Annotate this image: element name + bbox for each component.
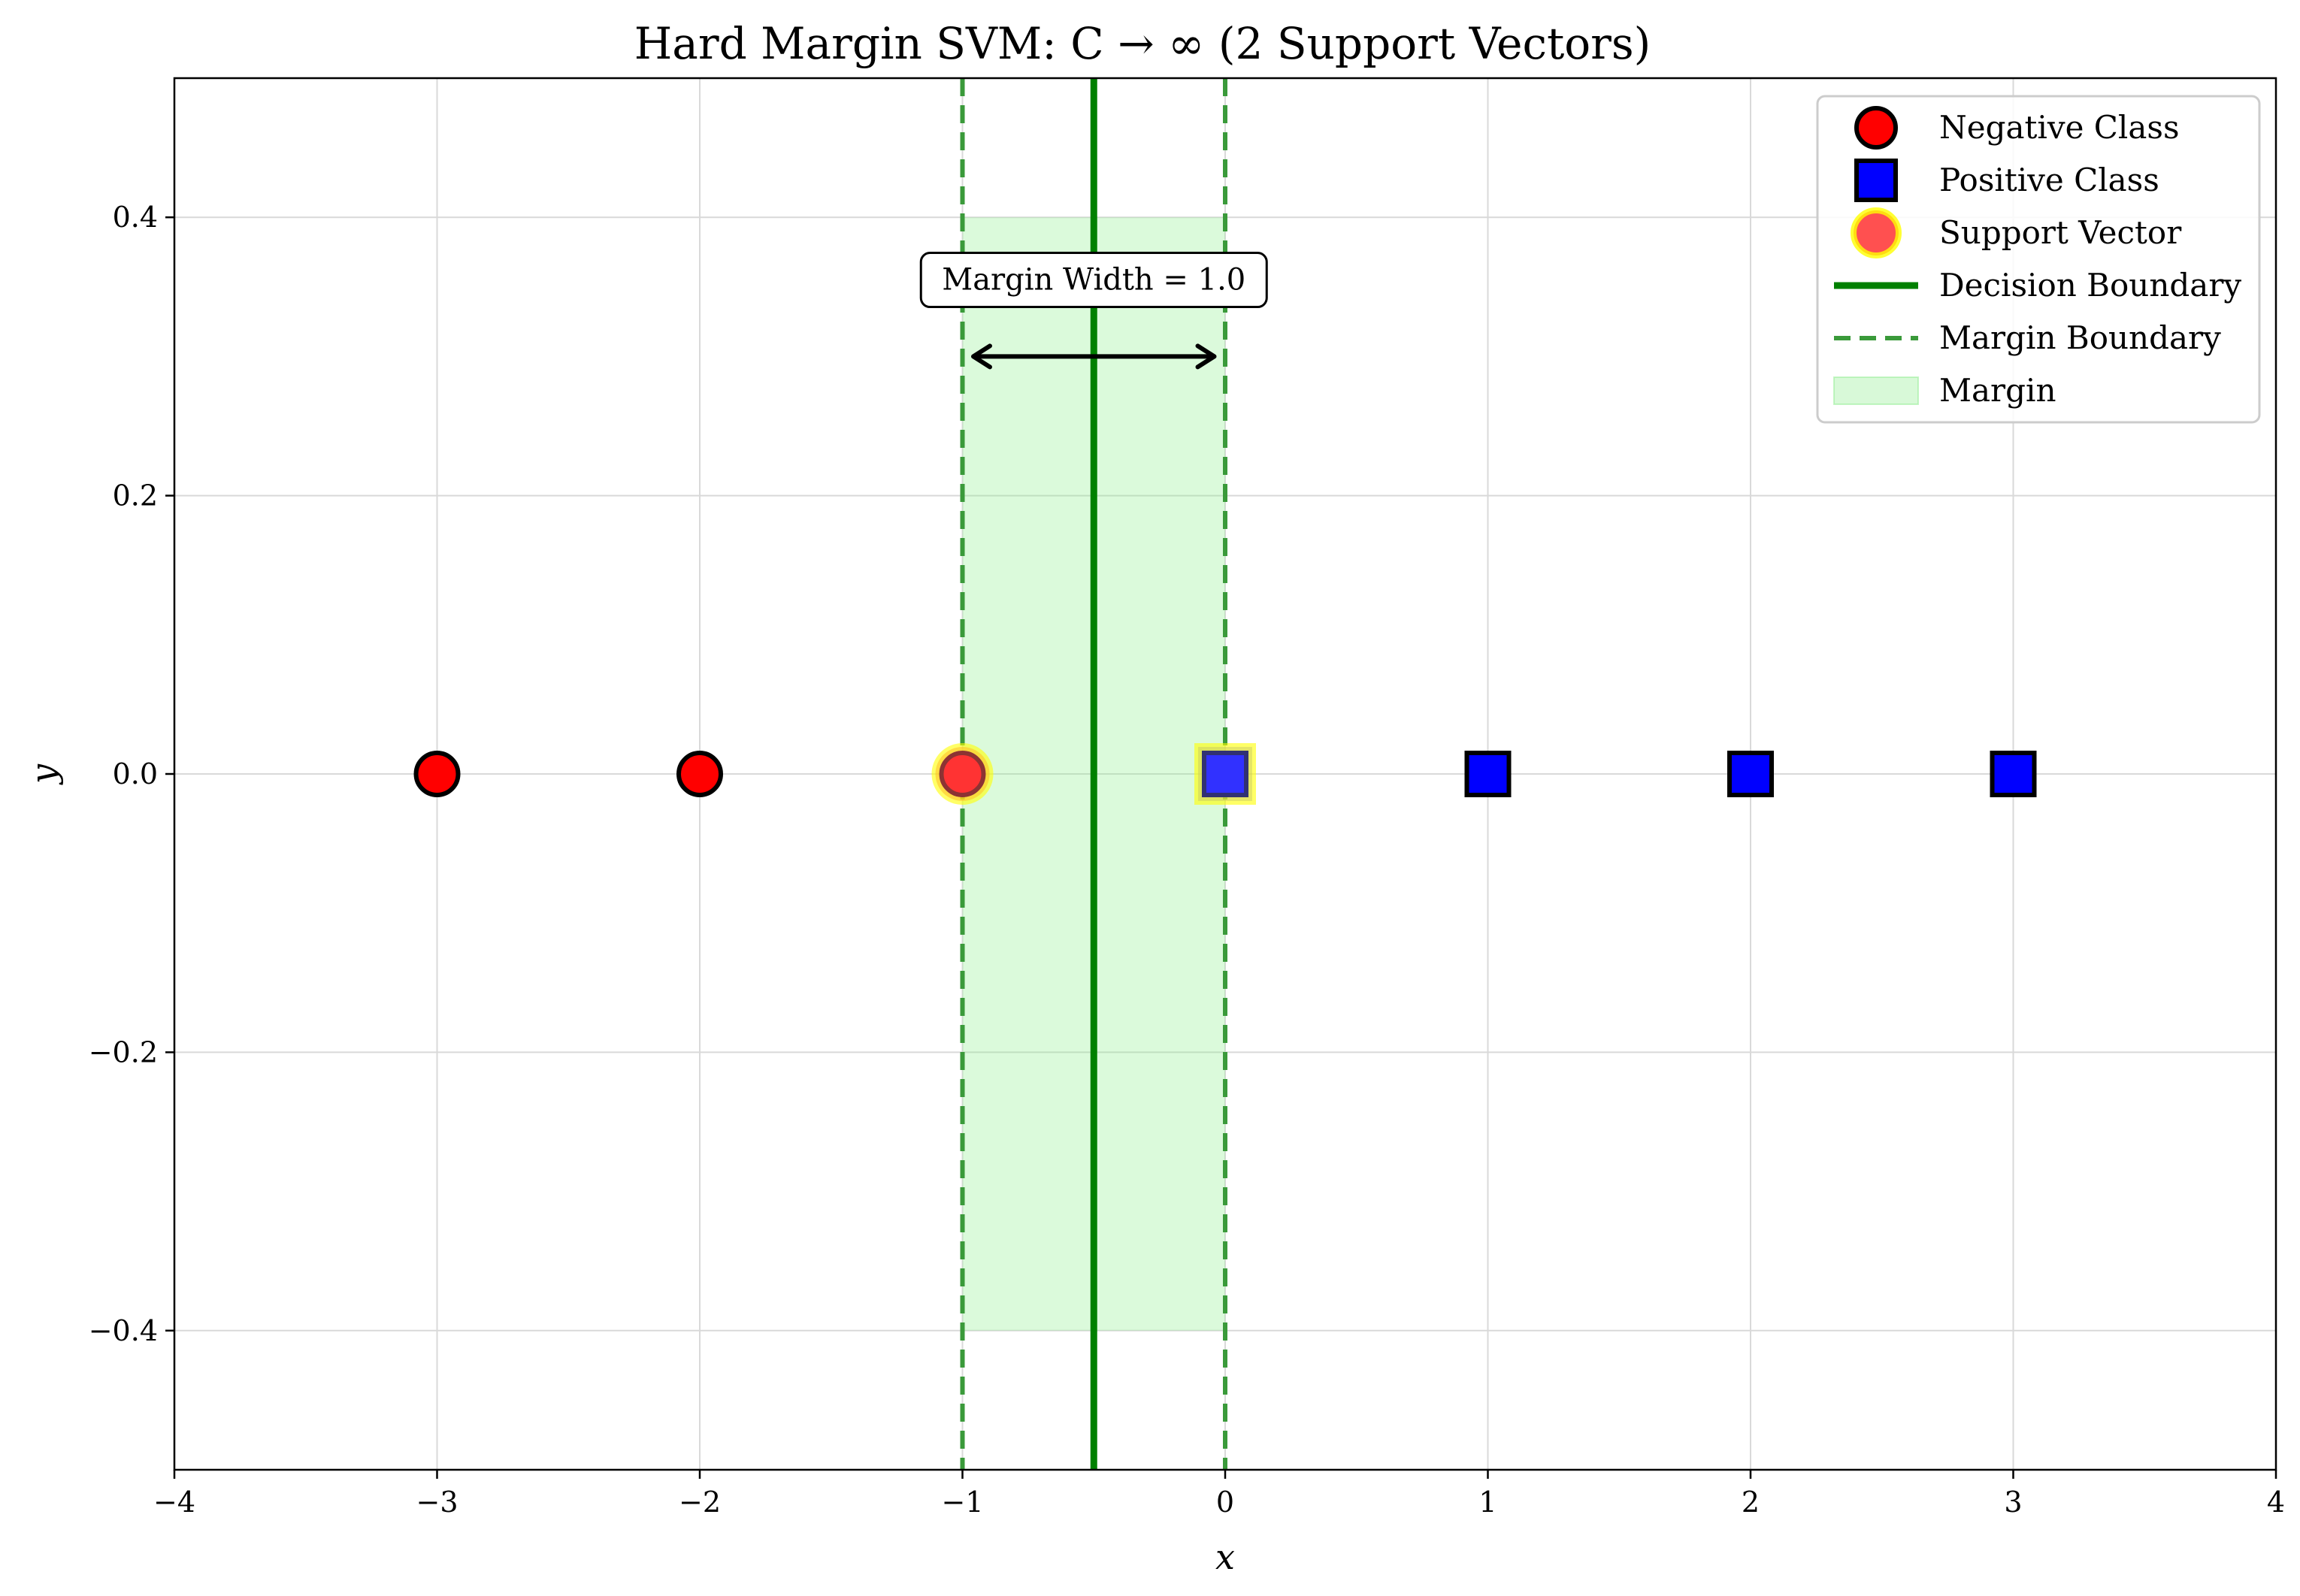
support-vector-highlight — [1194, 743, 1256, 805]
annotation-box — [919, 252, 1268, 309]
x-tick-label: −1 — [941, 1486, 983, 1519]
y-axis-label: y — [23, 763, 64, 785]
legend-symbol-negative — [1854, 106, 1898, 150]
legend-box — [1816, 95, 2261, 424]
x-tick-label: −4 — [153, 1486, 195, 1519]
y-tick-label: −0.2 — [89, 1035, 158, 1069]
y-tick-label: 0.0 — [113, 757, 158, 790]
positive-class-point — [1202, 751, 1248, 797]
positive-class-point — [1990, 751, 2037, 797]
x-tick-label: −3 — [416, 1486, 458, 1519]
x-axis-label: x — [1215, 1537, 1235, 1577]
x-axis-ticks: −4 −3 −2 −1 0 1 2 3 4 — [153, 1470, 2285, 1519]
legend-symbol-support-vector — [1851, 207, 1902, 258]
x-tick-label: 2 — [1742, 1486, 1760, 1519]
x-tick-label: 3 — [2004, 1486, 2022, 1519]
legend: Negative Class Positive Class Support Vect… — [1816, 95, 2261, 424]
y-axis-ticks: −0.4 −0.2 0.0 0.2 0.4 — [89, 201, 174, 1347]
data-points — [413, 743, 2037, 805]
y-tick-label: −0.4 — [89, 1314, 158, 1347]
arrow-head-right — [1195, 343, 1217, 370]
legend-label-margin-boundary: Margin Boundary — [1939, 319, 2221, 356]
legend-label-margin: Margin — [1939, 372, 2056, 409]
support-vector-highlight — [931, 743, 994, 805]
x-tick-label: 1 — [1478, 1486, 1497, 1519]
legend-symbol-positive — [1854, 159, 1898, 202]
legend-label-positive: Positive Class — [1939, 162, 2159, 198]
legend-label-negative: Negative Class — [1939, 109, 2180, 146]
legend-label-decision-boundary: Decision Boundary — [1939, 267, 2241, 304]
arrow-head-left — [970, 343, 992, 370]
x-tick-label: 0 — [1216, 1486, 1234, 1519]
x-tick-label: 4 — [2267, 1486, 2285, 1519]
legend-label-support-vector: Support Vector — [1939, 214, 2182, 251]
annotation: Margin Width = 1.0 — [919, 252, 1268, 370]
y-tick-label: 0.2 — [113, 479, 158, 512]
positive-class-point — [1727, 751, 1774, 797]
chart-title: Hard Margin SVM: C → ∞ (2 Support Vector… — [634, 18, 1651, 69]
x-tick-label: −2 — [679, 1486, 721, 1519]
negative-class-point — [676, 751, 723, 797]
y-tick-label: 0.4 — [113, 201, 158, 234]
legend-symbol-margin — [1833, 376, 1919, 405]
positive-class-point — [1464, 751, 1512, 797]
negative-class-point — [413, 751, 461, 797]
boundary-lines — [960, 78, 1227, 1470]
annotation-text: Margin Width = 1.0 — [942, 263, 1245, 298]
